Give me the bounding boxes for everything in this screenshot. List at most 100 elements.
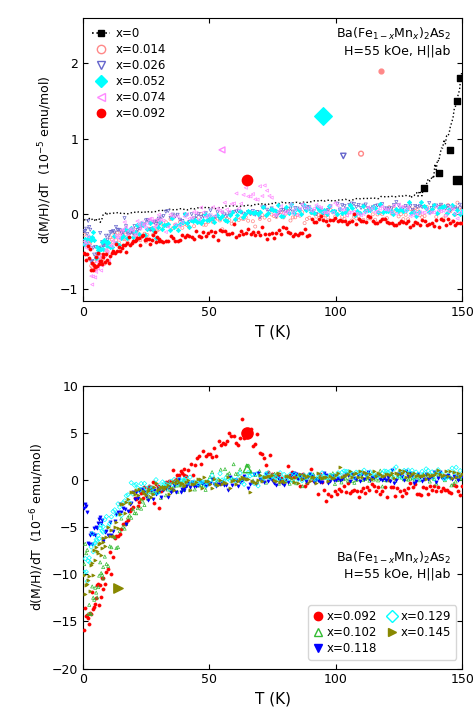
Point	[247, 423, 255, 434]
Point	[444, 466, 452, 478]
Point	[308, 472, 316, 483]
Point	[95, 251, 103, 262]
Point	[453, 174, 461, 186]
Point	[217, 440, 225, 451]
Point	[181, 218, 189, 230]
Point	[434, 465, 442, 476]
Point	[179, 216, 186, 227]
Point	[310, 468, 317, 480]
Point	[337, 477, 345, 488]
Point	[270, 232, 278, 244]
Point	[367, 213, 374, 225]
Point	[454, 217, 461, 228]
Point	[397, 215, 405, 227]
Point	[249, 205, 256, 217]
Point	[173, 478, 181, 489]
Point	[138, 220, 146, 232]
Point	[422, 482, 429, 493]
Point	[414, 468, 422, 480]
Point	[446, 470, 453, 482]
Point	[451, 202, 459, 213]
Point	[89, 587, 96, 598]
Point	[346, 207, 353, 218]
Point	[386, 465, 394, 477]
Point	[144, 217, 151, 229]
Point	[432, 468, 440, 479]
Point	[366, 468, 374, 480]
Point	[458, 203, 466, 214]
Point	[356, 468, 364, 480]
Point	[197, 217, 205, 228]
Point	[124, 506, 132, 517]
Point	[400, 473, 408, 485]
Point	[151, 484, 158, 495]
Point	[119, 233, 127, 245]
Point	[287, 228, 294, 240]
Point	[332, 470, 340, 481]
Point	[145, 234, 153, 245]
Point	[378, 470, 386, 481]
Point	[355, 209, 363, 220]
Point	[146, 238, 154, 250]
Point	[310, 473, 318, 485]
Point	[96, 255, 104, 267]
Point	[294, 470, 302, 481]
Point	[124, 235, 131, 246]
Point	[132, 229, 140, 240]
Point	[234, 480, 242, 492]
Point	[395, 199, 402, 211]
Point	[388, 217, 395, 229]
Point	[450, 470, 458, 482]
Point	[219, 474, 226, 485]
Point	[174, 221, 182, 232]
Point	[94, 548, 102, 559]
Point	[91, 582, 99, 593]
Point	[346, 471, 354, 483]
Point	[289, 212, 297, 223]
Point	[368, 468, 376, 480]
X-axis label: T (K): T (K)	[255, 692, 291, 707]
Point	[356, 207, 364, 219]
Point	[149, 477, 156, 488]
Point	[264, 468, 272, 479]
Point	[378, 213, 386, 225]
Point	[141, 478, 148, 489]
Point	[139, 495, 146, 507]
Point	[91, 261, 99, 272]
Point	[116, 508, 123, 520]
Point	[190, 478, 198, 490]
Point	[273, 211, 280, 222]
Point	[219, 207, 226, 218]
Point	[121, 224, 128, 235]
Point	[275, 225, 283, 236]
Point	[83, 610, 91, 621]
Point	[404, 202, 412, 213]
Point	[101, 258, 109, 270]
Point	[148, 213, 155, 225]
Point	[341, 213, 348, 225]
Point	[392, 197, 400, 208]
Point	[357, 202, 365, 214]
Point	[99, 569, 106, 581]
Point	[322, 470, 330, 481]
Point	[316, 472, 324, 483]
Point	[226, 482, 234, 493]
Point	[203, 214, 211, 226]
Point	[398, 490, 406, 502]
Point	[132, 478, 140, 490]
Point	[103, 567, 110, 578]
Point	[271, 468, 278, 480]
Point	[336, 204, 344, 216]
Point	[261, 179, 268, 191]
Point	[234, 475, 242, 487]
Point	[350, 472, 358, 483]
Point	[356, 465, 364, 476]
Point	[173, 470, 181, 481]
Point	[383, 475, 391, 486]
Point	[224, 473, 232, 485]
Point	[264, 466, 272, 478]
Point	[258, 475, 266, 486]
Point	[87, 541, 95, 553]
Point	[249, 207, 256, 218]
Point	[369, 202, 376, 213]
